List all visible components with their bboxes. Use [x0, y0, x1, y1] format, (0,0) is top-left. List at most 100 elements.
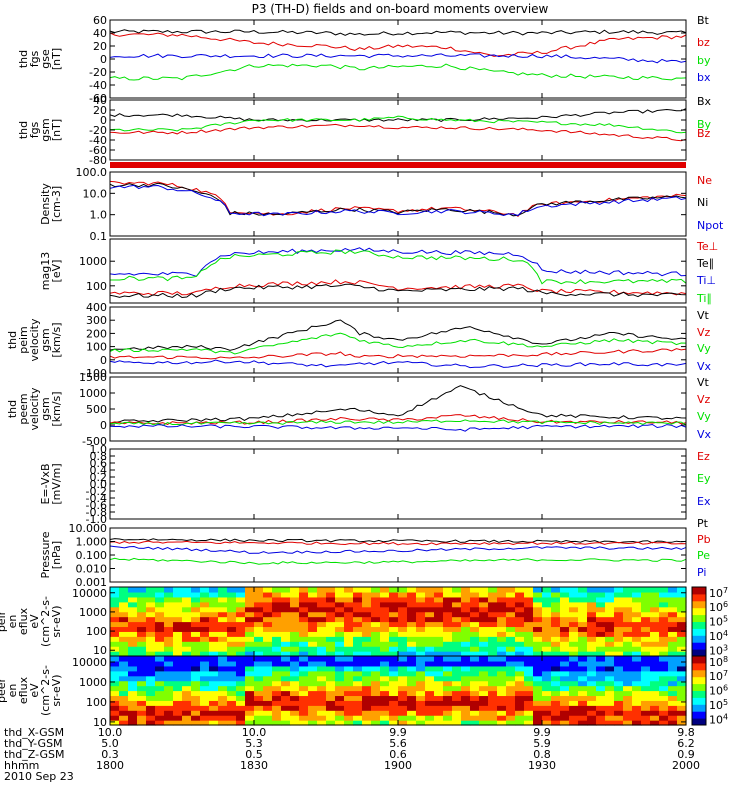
spectrogram-cell: [326, 601, 336, 608]
x-axis-row-label: thd_Z-GSM: [4, 748, 64, 761]
spectrogram-cell: [263, 626, 273, 632]
spectrogram-cell: [596, 596, 606, 603]
spectrogram-cell: [290, 660, 300, 667]
spectrogram-cell: [641, 685, 651, 692]
spectrogram-cell: [344, 700, 354, 706]
spectrogram-cell: [551, 606, 561, 613]
spectrogram-cell: [218, 621, 228, 628]
spectrogram-cell: [380, 641, 390, 647]
spectrogram-cell: [164, 715, 174, 721]
y-label-line: peim: [17, 326, 30, 354]
spectrogram-cell: [470, 685, 480, 692]
spectrogram-cell: [632, 626, 642, 632]
spectrogram-cell: [110, 641, 120, 647]
spectrogram-cell: [164, 641, 174, 647]
spectrogram-cell: [542, 680, 552, 687]
legend-entry: bz: [697, 36, 710, 49]
x-axis-row-label: thd_X-GSM: [4, 726, 64, 739]
spectrogram-cell: [497, 715, 507, 721]
colorbar-swatch: [692, 676, 706, 685]
spectrogram-cell: [164, 646, 174, 652]
spectrogram-cell: [209, 616, 219, 623]
spectrogram-cell: [281, 616, 291, 623]
spectrogram-cell: [578, 646, 588, 652]
spectrogram-cell: [245, 626, 255, 632]
spectrogram-cell: [542, 621, 552, 628]
spectrogram-cell: [353, 646, 363, 652]
spectrogram-cell: [677, 616, 687, 623]
colorbar-tick-label: 106: [709, 684, 728, 698]
spectrogram-cell: [272, 651, 282, 657]
spectrogram-cell: [650, 621, 660, 628]
spectrogram-cell: [569, 656, 579, 662]
spectrogram-cell: [569, 675, 579, 682]
spectrogram-cell: [407, 641, 417, 647]
spectrogram-cell: [389, 670, 399, 677]
y-label-line: gsm: [39, 397, 52, 420]
spectrogram-cell: [182, 665, 192, 672]
spectrogram-cell: [362, 601, 372, 608]
spectrogram-cell: [353, 695, 363, 701]
spectrogram-cell: [218, 611, 228, 618]
spectrogram-cell: [344, 616, 354, 623]
spectrogram-cell: [353, 660, 363, 667]
spectrogram-cell: [344, 596, 354, 603]
spectrogram-cell: [443, 660, 453, 667]
spectrogram-cell: [137, 660, 147, 667]
spectrogram-cell: [596, 670, 606, 677]
spectrogram-cell: [443, 631, 453, 637]
spectrogram-cell: [389, 626, 399, 632]
spectrogram-cell: [623, 670, 633, 677]
spectrogram-cell: [596, 631, 606, 637]
spectrogram-cell: [479, 601, 489, 608]
spectrogram-cell: [254, 685, 264, 692]
spectrogram-cell: [344, 631, 354, 637]
spectrogram-cell: [623, 665, 633, 672]
series-line-Vt: [109, 385, 687, 424]
spectrogram-cell: [128, 720, 138, 726]
spectrogram-cell: [533, 705, 543, 711]
spectrogram-cell: [407, 651, 417, 657]
spectrogram-cell: [569, 670, 579, 677]
colorbar-tick-label: 107: [709, 669, 728, 683]
spectrogram-cell: [119, 705, 129, 711]
spectrogram-cell: [533, 656, 543, 662]
spectrogram-cell: [650, 636, 660, 642]
spectrogram-cell: [272, 680, 282, 687]
spectrogram-cell: [677, 621, 687, 628]
spectrogram-cell: [335, 621, 345, 628]
spectrogram-cell: [218, 680, 228, 687]
spectrogram-cell: [380, 601, 390, 608]
spectrogram-cell: [344, 601, 354, 608]
spectrogram-cell: [236, 656, 246, 662]
spectrogram-cell: [272, 616, 282, 623]
spectrogram-cell: [227, 690, 237, 697]
spectrogram-cell: [443, 685, 453, 692]
panel-frame: [109, 376, 687, 442]
spectrogram-cell: [182, 695, 192, 701]
spectrogram-cell: [596, 705, 606, 711]
spectrogram-cell: [344, 690, 354, 697]
spectrogram-cell: [200, 660, 210, 667]
spectrogram-cell: [110, 695, 120, 701]
spectrogram-cell: [128, 690, 138, 697]
spectrogram-cell: [335, 587, 345, 593]
spectrogram-cell: [641, 641, 651, 647]
spectrogram-cell: [317, 680, 327, 687]
spectrogram-cell: [407, 626, 417, 632]
spectrogram-cell: [110, 670, 120, 677]
spectrogram-cell: [371, 591, 381, 598]
spectrogram-cell: [596, 606, 606, 613]
spectrogram-cell: [623, 631, 633, 637]
spectrogram-cell: [668, 685, 678, 692]
spectrogram-cell: [650, 660, 660, 667]
spectrogram-cell: [470, 601, 480, 608]
spectrogram-cell: [425, 670, 435, 677]
spectrogram-cell: [506, 675, 516, 682]
spectrogram-cell: [290, 690, 300, 697]
spectrogram-cell: [506, 656, 516, 662]
series-line-Ti∥: [110, 249, 687, 285]
spectrogram-cell: [317, 651, 327, 657]
spectrogram-cell: [110, 606, 120, 613]
spectrogram-cell: [326, 670, 336, 677]
